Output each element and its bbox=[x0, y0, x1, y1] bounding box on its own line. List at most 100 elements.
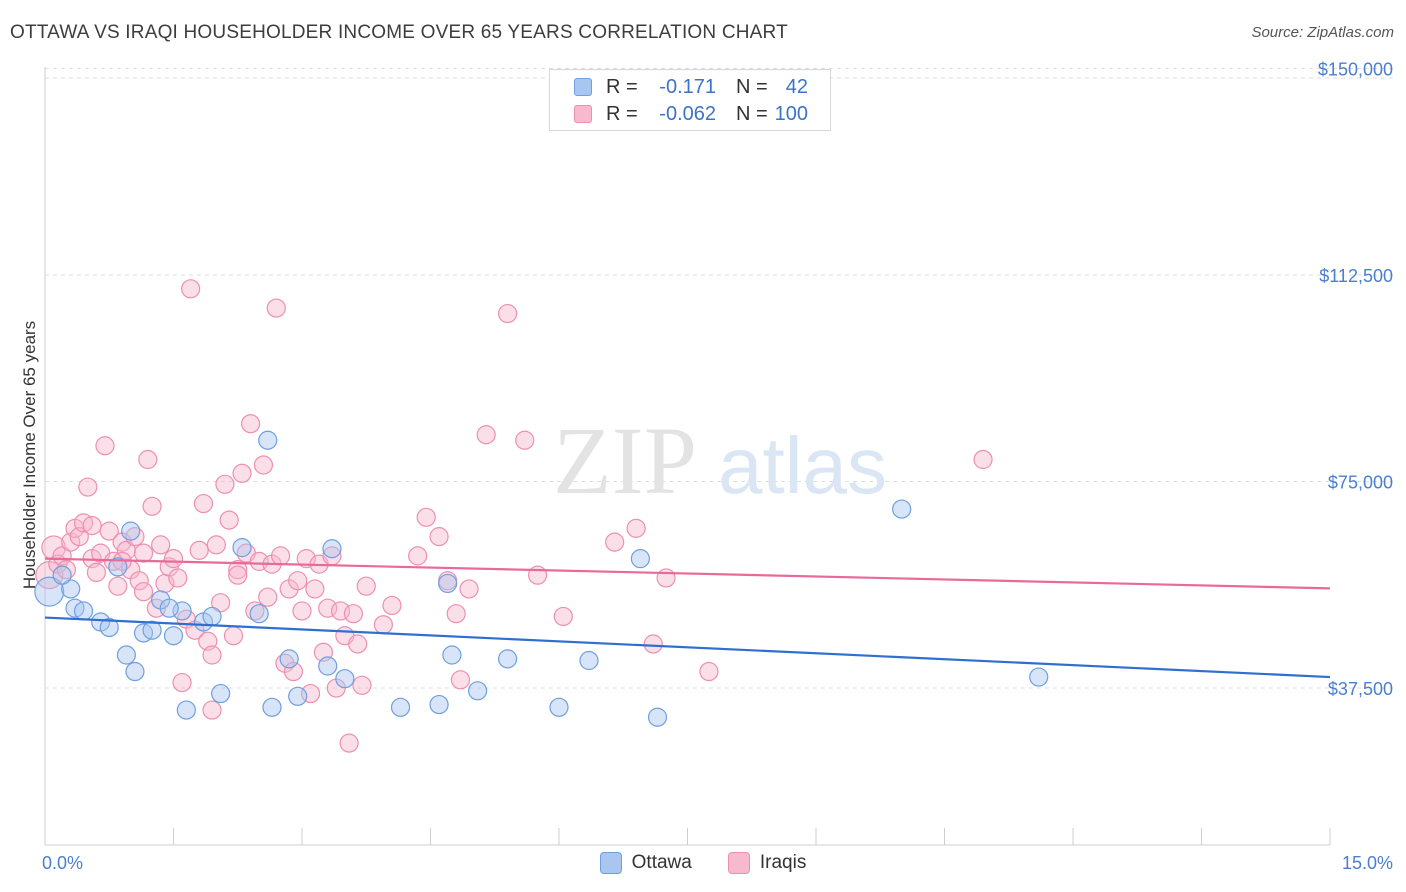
ottawa-point bbox=[1029, 667, 1049, 687]
ottawa-point bbox=[549, 697, 569, 717]
ottawa-point bbox=[249, 604, 269, 624]
ottawa-point bbox=[34, 576, 65, 607]
iraqis-point bbox=[515, 430, 535, 450]
watermark-atlas: atlas bbox=[718, 421, 887, 510]
axis-layer bbox=[44, 67, 1331, 846]
series-legend: Ottawa Iraqis bbox=[0, 852, 1406, 874]
legend-n-label: N = bbox=[736, 75, 768, 98]
ottawa-point bbox=[468, 681, 488, 701]
iraqis-point bbox=[288, 571, 308, 591]
iraqis-point bbox=[253, 455, 274, 475]
iraqis-point bbox=[292, 601, 312, 621]
ottawa-trend-line bbox=[44, 616, 1331, 679]
chart-title: OTTAWA VS IRAQI HOUSEHOLDER INCOME OVER … bbox=[10, 22, 788, 43]
iraqis-point bbox=[95, 436, 115, 456]
iraqis-point bbox=[643, 634, 663, 654]
ottawa-point bbox=[125, 661, 145, 682]
y-tick-label: $112,500 bbox=[1319, 266, 1393, 286]
iraqis-point bbox=[172, 672, 192, 693]
ottawa-point bbox=[258, 430, 278, 450]
ottawa-point bbox=[442, 645, 462, 665]
ottawa-point bbox=[73, 601, 94, 621]
ottawa-point bbox=[438, 573, 458, 594]
watermark-zip: ZIP bbox=[553, 407, 697, 514]
ottawa-point bbox=[279, 649, 299, 669]
iraqis-point bbox=[99, 521, 119, 541]
ottawa-point bbox=[159, 598, 179, 618]
ottawa-point bbox=[202, 606, 222, 627]
iraqis-point bbox=[181, 279, 201, 299]
ottawa-point bbox=[211, 683, 231, 704]
iraqis-point bbox=[459, 579, 479, 599]
ottawa-point bbox=[99, 617, 119, 638]
ottawa-point bbox=[176, 700, 196, 720]
ottawa-point bbox=[335, 669, 355, 689]
ottawa-points bbox=[34, 430, 1049, 727]
ottawa-point bbox=[647, 707, 668, 727]
iraqis-point bbox=[416, 507, 436, 527]
series-legend-iraqis[interactable]: Iraqis bbox=[727, 852, 807, 874]
series-swatch-ottawa bbox=[599, 852, 622, 874]
iraqis-trend-line bbox=[44, 557, 1331, 590]
legend-r-label: R = bbox=[606, 75, 638, 98]
iraqis-point bbox=[211, 593, 231, 613]
y-tick-label: $37,500 bbox=[1328, 679, 1393, 699]
ottawa-point bbox=[892, 499, 912, 519]
label-layer: $37,500 $75,000 $112,500 $150,000 0.0% 15.0% H… bbox=[20, 60, 1393, 873]
iraqis-point bbox=[142, 496, 162, 516]
x-tick-label-max: 15.0% bbox=[1342, 853, 1393, 873]
iraqis-point bbox=[78, 477, 98, 497]
iraqis-point bbox=[206, 535, 226, 555]
iraqis-point bbox=[168, 568, 188, 588]
series-label-iraqis: Iraqis bbox=[759, 852, 807, 873]
iraqis-point bbox=[699, 661, 719, 682]
iraqis-point bbox=[215, 474, 235, 494]
watermark: ZIP atlas bbox=[553, 407, 887, 514]
iraqis-point bbox=[973, 449, 993, 470]
iraqis-point bbox=[151, 535, 171, 555]
iraqis-point bbox=[202, 645, 222, 665]
iraqis-point bbox=[266, 298, 286, 318]
iraqis-point bbox=[373, 615, 393, 635]
series-legend-ottawa[interactable]: Ottawa bbox=[599, 852, 692, 874]
series-swatch-iraqis bbox=[727, 852, 750, 874]
iraqis-point bbox=[656, 568, 676, 588]
iraqis-point bbox=[108, 576, 128, 596]
trend-layer bbox=[44, 557, 1331, 679]
legend-swatch-ottawa bbox=[574, 78, 592, 96]
ottawa-point bbox=[429, 694, 449, 715]
iraqis-point bbox=[446, 604, 466, 624]
source-label: Source: ZipAtlas.com bbox=[1251, 24, 1394, 41]
iraqis-point bbox=[626, 518, 646, 538]
iraqis-point bbox=[202, 700, 222, 720]
ottawa-point bbox=[52, 565, 72, 585]
stats-legend: R = -0.171 N = 42 R = -0.062 N = 100 bbox=[549, 69, 831, 131]
grid-layer bbox=[45, 68, 1395, 689]
ottawa-point bbox=[262, 697, 282, 717]
legend-r-label: R = bbox=[606, 102, 638, 125]
iraqis-point bbox=[352, 675, 372, 695]
ottawa-point bbox=[318, 656, 338, 676]
iraqis-point bbox=[223, 626, 244, 646]
iraqis-point bbox=[348, 634, 368, 654]
iraqis-point bbox=[270, 546, 291, 566]
legend-n-label: N = bbox=[736, 102, 768, 125]
ottawa-point bbox=[116, 645, 136, 665]
iraqis-point bbox=[450, 670, 471, 690]
ottawa-point bbox=[498, 649, 518, 669]
legend-swatch-iraqis bbox=[574, 105, 592, 123]
ottawa-point bbox=[322, 539, 342, 559]
iraqis-point bbox=[382, 595, 402, 616]
iraqis-point bbox=[241, 414, 261, 434]
ottawa-point bbox=[142, 620, 162, 640]
iraqis-points bbox=[35, 279, 993, 753]
y-tick-label: $150,000 bbox=[1318, 60, 1393, 80]
legend-r-value: -0.062 bbox=[659, 102, 716, 125]
iraqis-point bbox=[133, 543, 154, 563]
legend-r-value: -0.171 bbox=[659, 75, 716, 98]
iraqis-point bbox=[193, 493, 214, 514]
iraqis-point bbox=[343, 604, 363, 624]
x-tick-label-min: 0.0% bbox=[42, 853, 83, 873]
iraqis-point bbox=[408, 546, 428, 566]
